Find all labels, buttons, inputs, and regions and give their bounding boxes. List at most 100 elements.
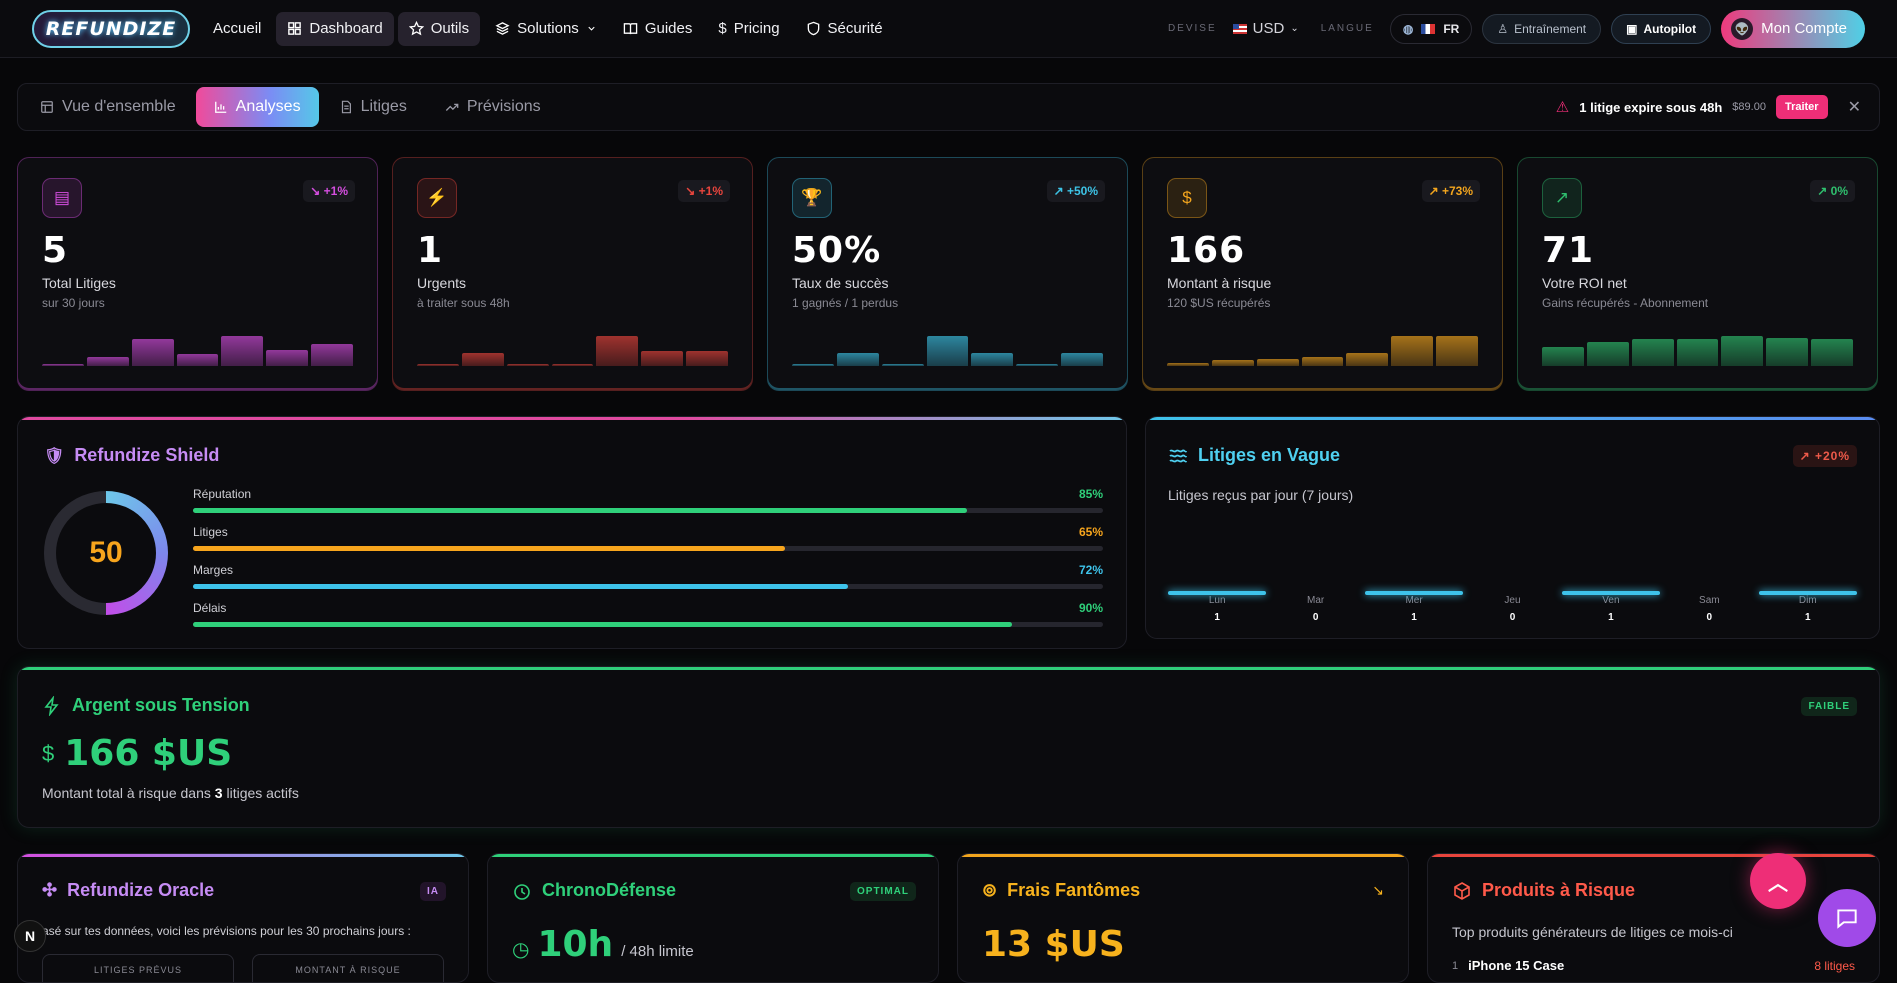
scroll-top-button[interactable]: ︿ [1750, 853, 1806, 909]
kpi-title: Total Litiges [42, 275, 116, 291]
nav-securite[interactable]: Sécurité [795, 12, 894, 46]
spark-bar [1631, 339, 1674, 366]
us-flag-icon [1232, 23, 1247, 34]
spark-bar [971, 352, 1014, 366]
tab-litiges[interactable]: Litiges [321, 87, 425, 127]
tab-label: Vue d'ensemble [62, 98, 176, 115]
tab-previsions[interactable]: Prévisions [427, 87, 559, 127]
metric-fill [193, 546, 785, 551]
spark-bar [881, 364, 924, 366]
day-mark [1758, 591, 1857, 595]
kpi-title: Votre ROI net [1542, 275, 1627, 291]
tab-overview[interactable]: Vue d'ensemble [22, 87, 194, 127]
vague-title-text: Litiges en Vague [1198, 445, 1341, 465]
spark-bar [86, 357, 129, 366]
shield-panel: 🛡 Refundize Shield 50 Réputation 85% Litig… [17, 416, 1127, 649]
chrono-title-text: ChronoDéfense [542, 880, 677, 900]
close-icon[interactable]: ✕ [1847, 99, 1861, 116]
alert-text: 1 litige expire sous 48h [1579, 99, 1723, 115]
panel-accent [1146, 417, 1879, 420]
day-label: Mer [1405, 595, 1423, 606]
kpi-sparkbars [42, 334, 354, 366]
oracle-title-text: Refundize Oracle [67, 880, 215, 900]
traiter-button[interactable]: Traiter [1775, 95, 1828, 119]
day-column: Ven 1 [1561, 543, 1661, 623]
panel-accent [958, 854, 1408, 857]
dashboard-tabs: Vue d'ensemble Analyses Litiges Prévisio… [17, 83, 1880, 131]
risk-level-badge: FAIBLE [1801, 697, 1857, 716]
autopilot-button[interactable]: ▣ Autopilot [1611, 13, 1712, 44]
nav-accueil[interactable]: Accueil [202, 12, 272, 46]
robot-icon: ▣ [1626, 21, 1638, 36]
shield-metric: Délais 90% [193, 601, 1103, 627]
kpi-subtitle: à traiter sous 48h [417, 296, 510, 310]
panel-accent [18, 854, 468, 857]
tension-desc: Montant total à risque dans 3 litiges ac… [42, 785, 299, 801]
kpi-subtitle: 1 gagnés / 1 perdus [792, 296, 899, 310]
forecast-box-montant: MONTANT À RISQUE [252, 954, 444, 982]
metric-fill [193, 622, 1012, 627]
day-label: Ven [1602, 595, 1620, 606]
language-select[interactable]: ◍ FR [1389, 13, 1473, 44]
nav-dashboard[interactable]: Dashboard [276, 11, 394, 46]
shield-metric: Marges 72% [193, 563, 1103, 589]
spark-bar [1586, 342, 1629, 366]
metric-label: Litiges [193, 525, 228, 539]
bar-chart-icon [214, 101, 226, 113]
panel-accent [18, 417, 1126, 420]
metric-track [193, 508, 1103, 513]
alien-avatar-icon: 👽 [1731, 17, 1754, 40]
spark-bar [1542, 346, 1584, 366]
nav-pricing[interactable]: $ Pricing [707, 12, 790, 46]
nav-outils[interactable]: Outils [397, 11, 481, 46]
kpi-value: 5 [42, 230, 69, 271]
shield-badge-icon: 🛡 [44, 447, 65, 465]
nav-guides[interactable]: Guides [612, 12, 704, 46]
metric-value: 90% [1078, 601, 1103, 615]
globe-icon: ◍ [1402, 21, 1414, 36]
produits-subtitle: Top produits générateurs de litiges ce m… [1452, 924, 1733, 940]
n-badge-button[interactable]: N [14, 920, 46, 952]
dollar-icon: $ [42, 740, 55, 766]
tension-desc-pre: Montant total à risque dans [42, 785, 215, 801]
metric-fill [193, 584, 849, 589]
nav-label: Solutions [517, 20, 579, 37]
account-button[interactable]: 👽 Mon Compte [1721, 9, 1865, 48]
kpi-delta: ↘ +1% [678, 180, 730, 202]
day-label: Dim [1798, 595, 1817, 606]
kpi-subtitle: Gains récupérés - Abonnement [1542, 296, 1709, 310]
spark-bar [1167, 363, 1209, 366]
frais-title-text: Frais Fantômes [1007, 880, 1141, 900]
nav-label: Accueil [213, 20, 262, 37]
layers-icon [495, 22, 510, 35]
spark-bar [641, 351, 684, 366]
produits-title-text: Produits à Risque [1482, 880, 1636, 900]
tension-amount-value: 166 $US [64, 733, 233, 774]
produits-item[interactable]: 1 iPhone 15 Case 8 litiges [1452, 958, 1855, 973]
tab-label: Analyses [235, 98, 301, 115]
vague-chart: Lun 1 Mar 0 Mer 1 Jeu 0 Ven 1 Sam 0 Dim 1 [1168, 543, 1857, 623]
spark-bar [266, 349, 309, 366]
training-button[interactable]: ♙ Entraînement [1482, 13, 1602, 44]
tension-title-text: Argent sous Tension [72, 695, 250, 715]
metric-value: 72% [1078, 563, 1103, 577]
chat-button[interactable] [1818, 889, 1876, 947]
currency-select[interactable]: USD ⌄ [1232, 20, 1299, 37]
chrono-hours: 10h [537, 924, 614, 965]
day-count: 1 [1214, 612, 1220, 623]
kpi-value: 50% [792, 230, 882, 271]
expiry-alert: ⚠ 1 litige expire sous 48h $89.00 Traite… [1556, 95, 1875, 119]
chevron-down-icon [588, 26, 595, 31]
day-count: 0 [1312, 612, 1319, 623]
shield-title: 🛡 Refundize Shield [44, 445, 219, 466]
ai-badge: IA [420, 882, 446, 901]
nav-solutions[interactable]: Solutions [484, 12, 608, 46]
metric-fill [193, 508, 967, 513]
tab-analyses[interactable]: Analyses [195, 87, 319, 127]
chevron-down-icon: ⌄ [1290, 23, 1299, 34]
tension-amount: $ 166 $US [42, 733, 232, 774]
spark-bar [1391, 336, 1434, 366]
refundize-logo[interactable]: REFUNDIZE [32, 9, 190, 48]
optimal-badge: OPTIMAL [850, 882, 916, 901]
tension-panel: Argent sous Tension FAIBLE $ 166 $US Mon… [17, 666, 1880, 828]
